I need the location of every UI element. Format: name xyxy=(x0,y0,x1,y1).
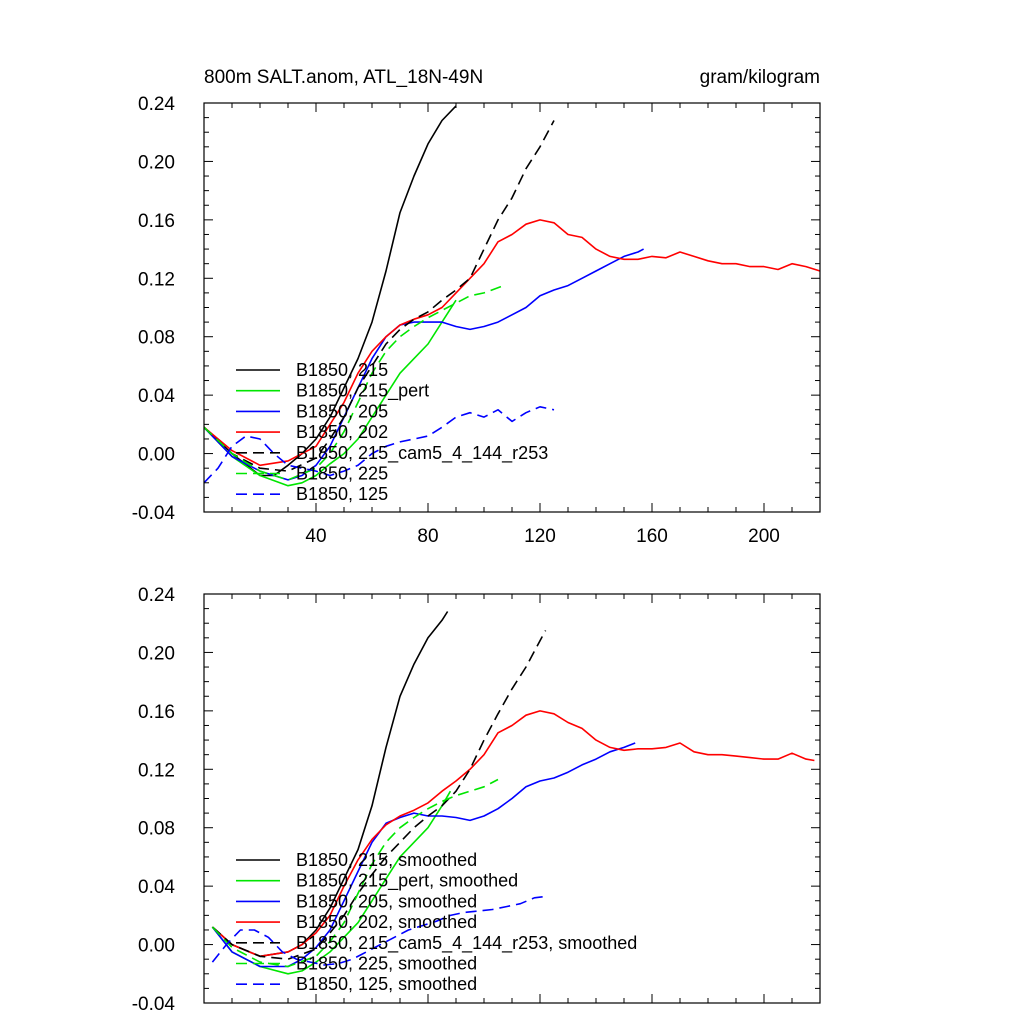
series-line-b1850-225 xyxy=(203,284,504,481)
y-tick-label: 0.20 xyxy=(138,643,175,664)
y-tick-label: 0.12 xyxy=(138,760,175,781)
x-tick-label: 120 xyxy=(524,526,556,547)
series-line-b1850-202-smoothed xyxy=(211,710,815,958)
legend-label: B1850, 205 xyxy=(296,401,388,421)
y-tick-label: 0.04 xyxy=(138,877,175,898)
tick-marks xyxy=(204,102,821,513)
chart-units: gram/kilogram xyxy=(700,67,820,88)
legend-label: B1850, 225, smoothed xyxy=(296,954,477,974)
y-tick-label: 0.16 xyxy=(138,211,175,232)
legend-label: B1850, 215_pert, smoothed xyxy=(296,871,518,892)
series-line-b1850-215-cam5-4-144-r253 xyxy=(203,120,555,472)
legend-label: B1850, 125, smoothed xyxy=(296,974,477,994)
legend-label: B1850, 215, smoothed xyxy=(296,850,477,870)
y-tick-label: 0.20 xyxy=(138,152,175,173)
legend-label: B1850, 205, smoothed xyxy=(296,891,477,911)
legend-label: B1850, 215 xyxy=(296,360,388,380)
series-line-b1850-215-pert xyxy=(203,299,457,487)
y-tick-label: 0.00 xyxy=(138,445,175,466)
legend-label: B1850, 215_cam5_4_144_r253, smoothed xyxy=(296,933,637,954)
legend-label: B1850, 125 xyxy=(296,484,388,504)
legend-label: B1850, 202 xyxy=(296,422,388,442)
chart-title: 800m SALT.anom, ATL_18N-49N xyxy=(204,67,483,88)
y-tick-label: 0.16 xyxy=(138,702,175,723)
series-line-b1850-125 xyxy=(203,405,555,484)
y-tick-label: 0.00 xyxy=(138,936,175,957)
series-line-b1850-202 xyxy=(203,219,821,467)
legend-label: B1850, 225 xyxy=(296,464,388,484)
legend-label: B1850, 215_cam5_4_144_r253 xyxy=(296,443,548,464)
x-tick-label: 80 xyxy=(417,526,438,547)
x-tick-label: 200 xyxy=(748,526,780,547)
legend-label: B1850, 215_pert xyxy=(296,381,429,402)
y-tick-label: 0.04 xyxy=(138,386,175,407)
y-tick-label: 0.08 xyxy=(138,819,175,840)
x-tick-label: 40 xyxy=(305,526,326,547)
series-line-b1850-215 xyxy=(203,105,457,477)
y-tick-label: 0.12 xyxy=(138,269,175,290)
legend-label: B1850, 202, smoothed xyxy=(296,912,477,932)
tick-marks xyxy=(204,593,821,1004)
x-tick-label: 160 xyxy=(636,526,668,547)
y-tick-label: -0.04 xyxy=(132,503,176,524)
y-tick-label: 0.24 xyxy=(138,94,175,115)
y-tick-label: 0.24 xyxy=(138,585,175,606)
series-line-b1850-215-cam5-4-144-r253-smoothed xyxy=(211,630,547,961)
series-line-b1850-205 xyxy=(203,248,644,481)
series-line-b1850-225-smoothed xyxy=(211,778,499,968)
y-tick-label: -0.04 xyxy=(132,994,176,1015)
series-line-b1850-215-pert-smoothed xyxy=(211,790,452,975)
y-tick-label: 0.08 xyxy=(138,328,175,349)
series-line-b1850-125-smoothed xyxy=(211,895,546,966)
